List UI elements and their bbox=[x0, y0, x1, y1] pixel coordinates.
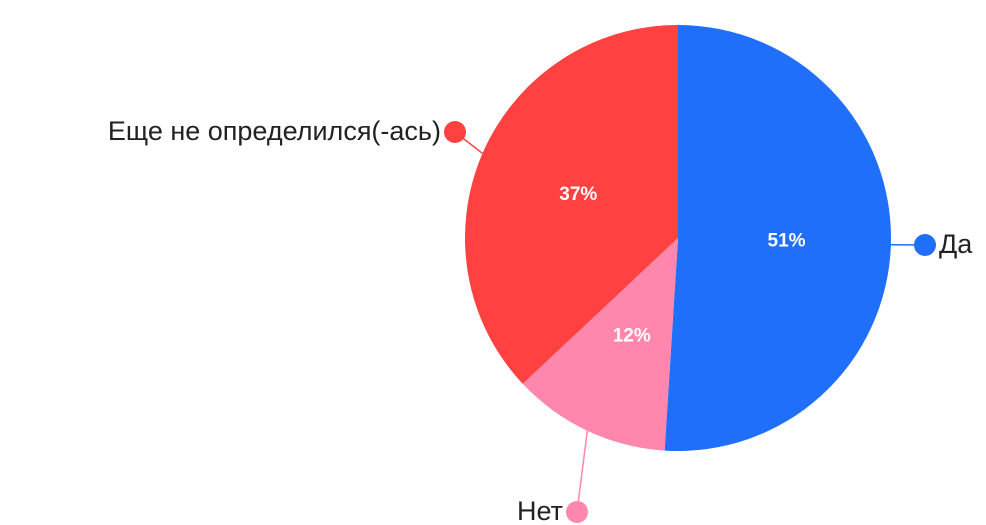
slice-value-label: 12% bbox=[613, 325, 651, 346]
legend-dot bbox=[566, 501, 588, 523]
legend-dot bbox=[914, 234, 936, 256]
slice-value-label: 37% bbox=[559, 184, 597, 205]
pie-slice bbox=[664, 25, 891, 451]
legend-dot bbox=[444, 121, 466, 143]
slice-value-label: 51% bbox=[768, 230, 806, 251]
category-label: Да bbox=[939, 229, 973, 259]
leader-line bbox=[576, 430, 589, 513]
pie-slice bbox=[465, 24, 678, 384]
category-label: Нет bbox=[517, 496, 563, 525]
category-label: Еще не определился(-ась) bbox=[108, 116, 441, 146]
pie-slice bbox=[522, 238, 678, 451]
